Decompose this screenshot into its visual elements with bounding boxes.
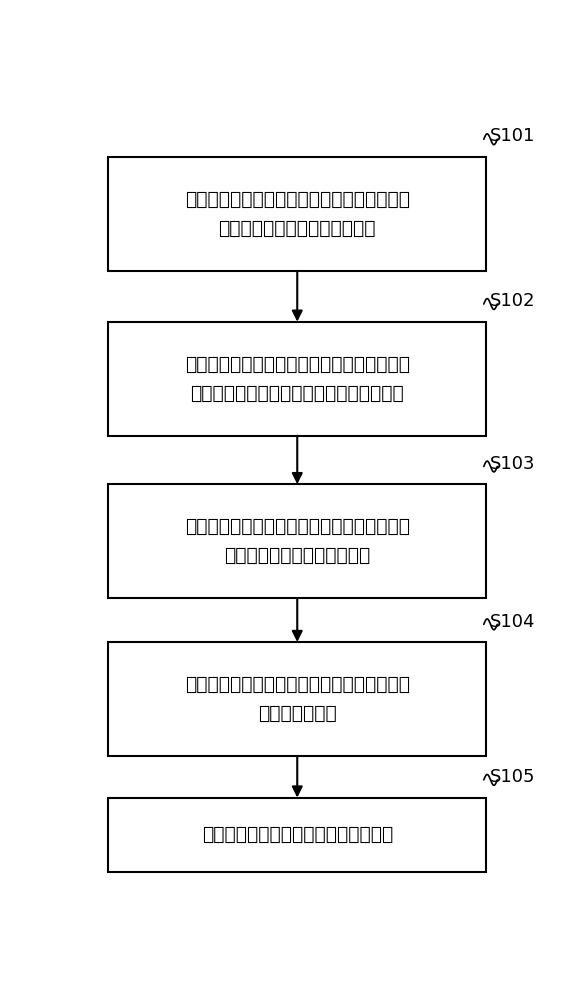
- Bar: [108, 322, 486, 436]
- Text: 对所述基牙治具进行浇灌得到印模治具，使所
述印模治具具有不同深度、不同直径的洞孔: 对所述基牙治具进行浇灌得到印模治具，使所 述印模治具具有不同深度、不同直径的洞孔: [185, 355, 409, 403]
- Bar: [108, 798, 486, 872]
- Text: S104: S104: [490, 613, 536, 631]
- Bar: [108, 157, 486, 271]
- Text: 根据所述扫描仪的最大扫描深度制作对应长度
的印模筛选治具: 根据所述扫描仪的最大扫描深度制作对应长度 的印模筛选治具: [185, 675, 409, 723]
- Bar: [108, 484, 486, 598]
- Text: 利用扫描仪对所述印模治具进行扫描，从而确
定所述扫描仪的最大扫描深度: 利用扫描仪对所述印模治具进行扫描，从而确 定所述扫描仪的最大扫描深度: [185, 517, 409, 565]
- Text: S101: S101: [490, 127, 536, 145]
- Text: S103: S103: [490, 455, 536, 473]
- Bar: [108, 642, 486, 756]
- Text: 利用所述印模筛选治具对印模进行筛选: 利用所述印模筛选治具对印模进行筛选: [202, 825, 393, 844]
- Text: S102: S102: [490, 292, 536, 310]
- Text: 根据对历史石膏基牙模型的筛选测试结果制作
不同高度、不同直径的基牙治具: 根据对历史石膏基牙模型的筛选测试结果制作 不同高度、不同直径的基牙治具: [185, 190, 409, 238]
- Text: S105: S105: [490, 768, 536, 786]
